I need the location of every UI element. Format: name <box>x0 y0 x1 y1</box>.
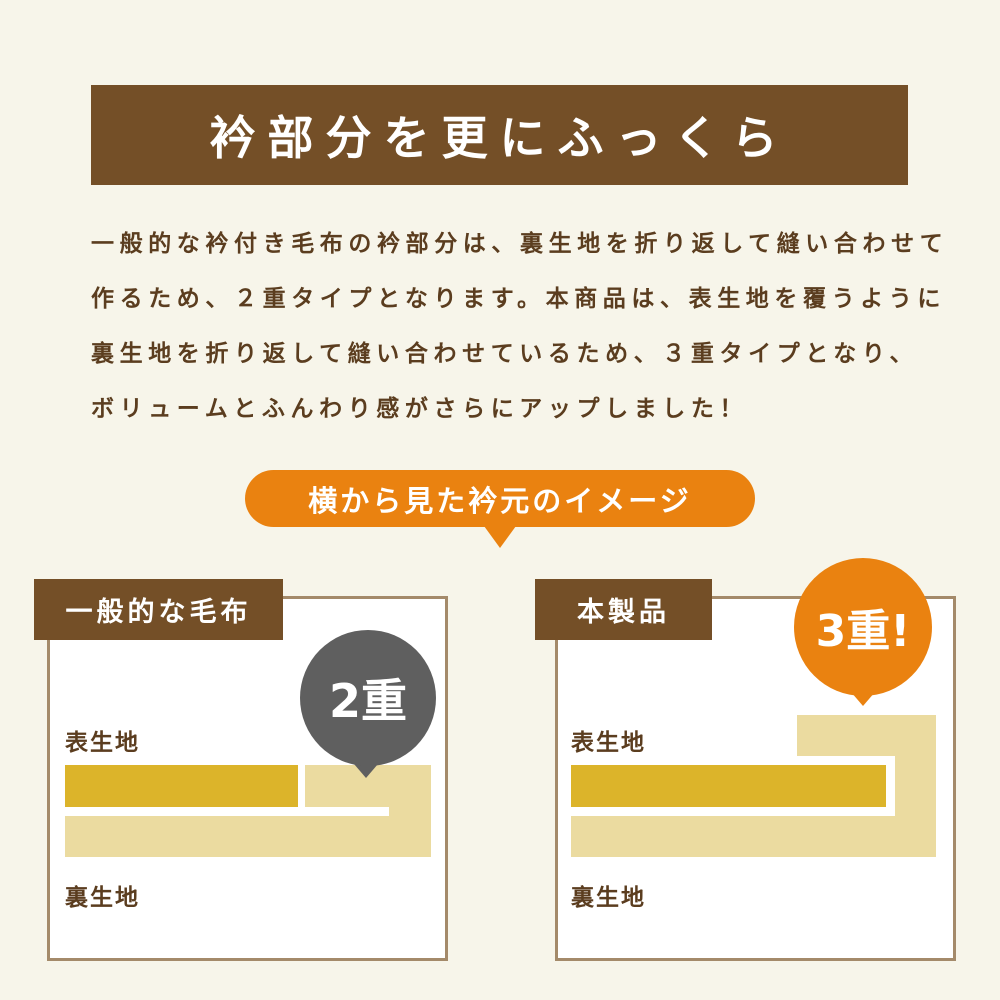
standard-blanket-tag: 一般的な毛布 <box>34 579 283 640</box>
description-line: ボリュームとふんわり感がさらにアップしました！ <box>91 396 749 422</box>
outer-fabric-layer <box>65 765 298 807</box>
description-line: 裏生地を折り返して縫い合わせているため、３重タイプとなり、 <box>91 341 919 367</box>
inner-fabric-layer <box>65 816 431 857</box>
inner-fabric-label: 裏生地 <box>571 885 646 911</box>
inner-fabric-layer <box>571 816 936 857</box>
outer-fabric-label: 表生地 <box>571 730 646 756</box>
pill-pointer <box>484 526 516 548</box>
this-product-tag: 本製品 <box>535 579 712 640</box>
triple-layer-badge: 3重! <box>794 558 932 696</box>
outer-fabric-layer <box>571 765 886 807</box>
description-line: 一般的な衿付き毛布の衿部分は、裏生地を折り返して縫い合わせて <box>91 231 949 257</box>
inner-fabric-label: 裏生地 <box>65 885 140 911</box>
badge-pointer <box>354 764 378 778</box>
double-layer-badge: 2重 <box>300 630 436 766</box>
subheading-pill: 横から見た衿元のイメージ <box>245 470 755 527</box>
description-line: 作るため、２重タイプとなります。本商品は、表生地を覆うように <box>91 286 947 312</box>
page-title: 衿部分を更にふっくら <box>91 85 908 185</box>
outer-fabric-label: 表生地 <box>65 730 140 756</box>
